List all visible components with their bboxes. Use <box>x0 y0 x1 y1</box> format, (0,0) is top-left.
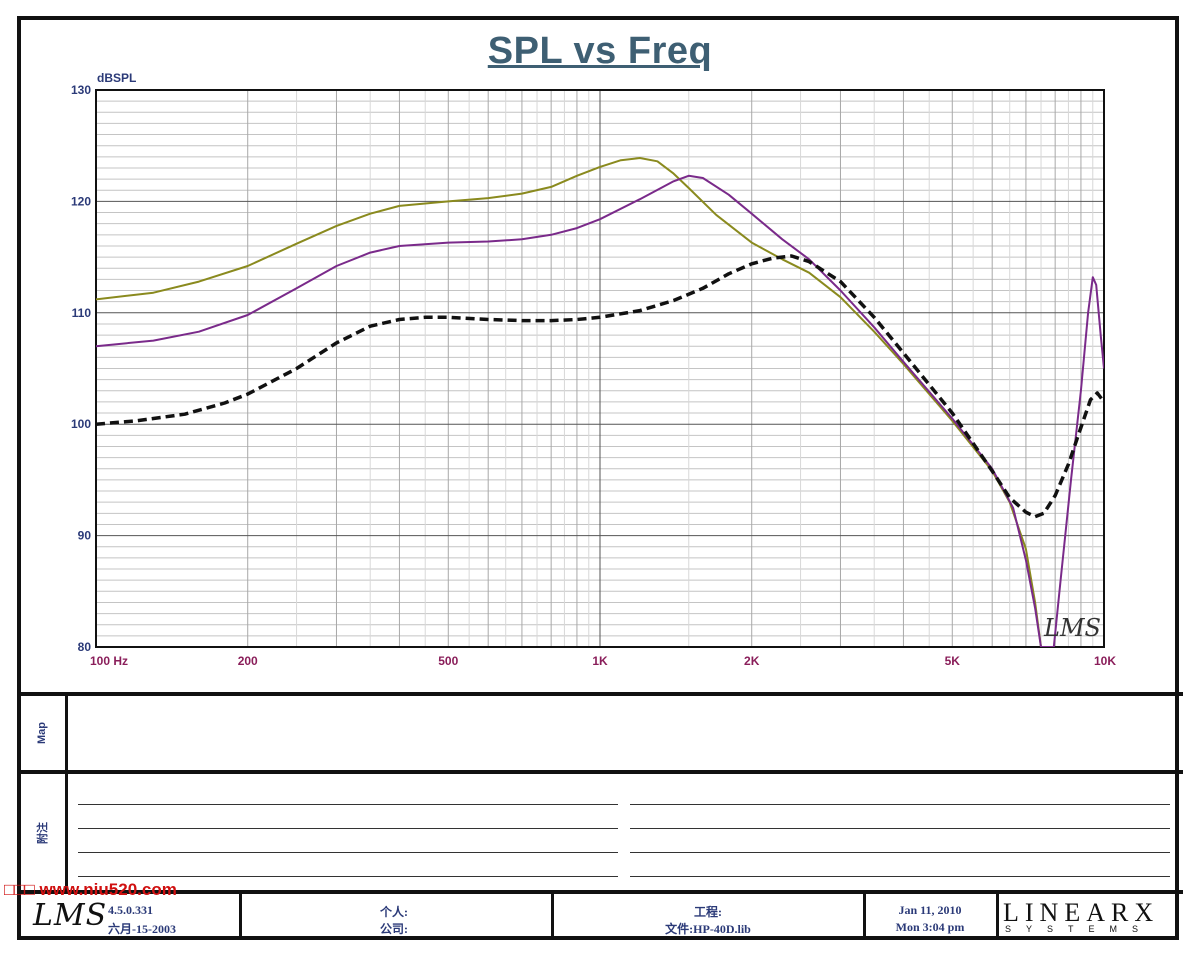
footer-divider <box>551 894 554 940</box>
y-tick-label: 80 <box>78 640 92 654</box>
plot-divider <box>17 692 1183 696</box>
footer-divider <box>863 894 866 940</box>
x-tick-label: 5K <box>945 654 961 668</box>
footer-divider <box>996 894 999 940</box>
note-line <box>630 804 1170 805</box>
lms-logo: LMS <box>33 898 108 933</box>
y-tick-label: 100 <box>71 417 91 431</box>
build-date-text: 六月-15-2003 <box>108 922 176 936</box>
series-line-2 <box>96 174 1104 647</box>
notes-label: 附注 <box>37 822 49 844</box>
version-text: 4.5.0.331 <box>108 903 153 917</box>
y-tick-label: 110 <box>72 306 92 320</box>
company-label: 公司: <box>380 922 408 936</box>
x-tick-label: 2K <box>744 654 760 668</box>
x-tick-label: 500 <box>438 654 458 668</box>
series-line-3 <box>96 254 1104 519</box>
series-line-1 <box>96 157 1042 647</box>
chart-frame <box>17 16 1179 940</box>
y-tick-label: 120 <box>71 194 91 208</box>
notes-divider <box>17 890 1183 894</box>
y-axis-label: dBSPL <box>97 71 136 85</box>
site-watermark: □□□ www.niu520.com <box>4 880 177 899</box>
x-tick-label: 100 Hz <box>90 654 128 668</box>
note-line <box>630 828 1170 829</box>
note-line <box>630 876 1170 877</box>
linearx-logo: LINEARX <box>1003 898 1160 927</box>
note-line <box>630 852 1170 853</box>
footer-divider <box>239 894 242 940</box>
y-tick-label: 90 <box>78 529 92 543</box>
x-tick-label: 200 <box>238 654 258 668</box>
linearx-subtitle: SYSTEMS <box>1005 924 1154 934</box>
personal-label: 个人: <box>380 905 408 919</box>
y-tick-label: 130 <box>71 83 91 97</box>
spl-plot: 80 90 100 110 120 130 dBSPL 100 Hz 200 500 1K 2K 5K 1… <box>71 71 1116 668</box>
note-line <box>78 852 618 853</box>
time-text: Mon 3:04 pm <box>895 920 965 934</box>
project-label: 工程: <box>694 905 722 919</box>
plot-watermark: LMS <box>1043 614 1101 642</box>
map-label: Map <box>36 722 48 744</box>
note-line <box>78 876 618 877</box>
x-tick-label: 10K <box>1094 654 1116 668</box>
map-divider <box>17 770 1183 774</box>
chart-title: SPL vs Freq <box>487 30 713 72</box>
note-line <box>78 804 618 805</box>
x-tick-label: 1K <box>592 654 608 668</box>
note-line <box>78 828 618 829</box>
file-label: 文件:HP-40D.lib <box>665 922 751 936</box>
label-column-divider <box>65 694 68 890</box>
date-text: Jan 11, 2010 <box>898 903 962 917</box>
